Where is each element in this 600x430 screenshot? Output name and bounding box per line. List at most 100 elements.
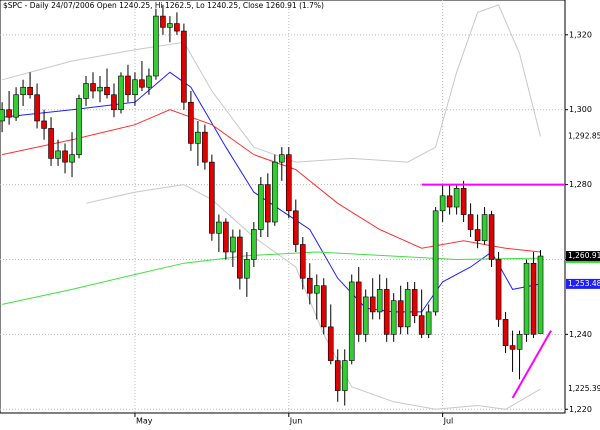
candle-body — [467, 214, 474, 230]
candle-body — [202, 131, 208, 163]
candle-body — [160, 15, 166, 28]
annotation-line — [511, 330, 552, 399]
candle-body — [516, 334, 523, 350]
candle-body — [453, 188, 460, 208]
candle-body — [362, 296, 369, 335]
candle-body — [20, 86, 26, 96]
candle-body — [460, 188, 467, 215]
candle-body — [125, 75, 131, 96]
candle-body — [27, 86, 33, 96]
candle-body — [223, 221, 229, 253]
y-tick-label: 1,240 — [569, 330, 592, 339]
candle-body — [0, 109, 5, 122]
candle-body — [272, 161, 278, 223]
candle-body — [13, 94, 19, 118]
candle-body — [216, 221, 222, 234]
candle-body — [90, 83, 96, 92]
indicator-line — [1, 109, 541, 253]
candle-body — [132, 79, 138, 96]
value-tag-label: 1,292.85 — [568, 131, 600, 140]
candle-body — [230, 236, 236, 253]
candle-body — [404, 289, 411, 328]
candle-body — [327, 326, 334, 361]
candle-body — [146, 75, 152, 88]
candle-body — [376, 289, 383, 313]
value-tag-label: 1,253.48 — [568, 279, 600, 288]
y-tick-label: 1,300 — [569, 105, 592, 114]
candle-body — [69, 154, 75, 163]
candle-body — [299, 244, 306, 279]
candle-body — [97, 86, 103, 92]
candle-body — [251, 229, 257, 260]
candle-body — [244, 259, 250, 279]
x-tick-label: May — [136, 417, 153, 426]
candle-body — [502, 319, 509, 346]
candle-body — [6, 109, 12, 118]
candle-body — [474, 229, 481, 242]
x-tick-label: Jun — [289, 417, 303, 426]
candle-body — [530, 262, 537, 335]
candle-body — [34, 94, 40, 122]
candle-body — [111, 94, 117, 111]
candle-body — [265, 184, 271, 223]
value-tag — [566, 384, 600, 395]
candle-body — [425, 311, 432, 335]
candle-body — [104, 86, 110, 96]
indicator-line — [85, 184, 541, 410]
candle-body — [292, 210, 299, 245]
candle-body — [48, 128, 54, 159]
candle-body — [495, 259, 502, 320]
candle-body — [341, 360, 348, 391]
candle-body — [383, 289, 390, 335]
x-tick-label: Jul — [443, 417, 454, 426]
candle-body — [153, 15, 159, 77]
candle-body — [481, 214, 488, 242]
candle-body — [195, 131, 201, 144]
candle-body — [181, 30, 187, 103]
candle-body — [432, 210, 439, 313]
candle-body — [418, 315, 425, 335]
candle-body — [118, 75, 124, 111]
y-tick-label: 1,320 — [569, 30, 592, 39]
candle-body — [174, 23, 180, 32]
candle-body — [306, 277, 313, 294]
candle-body — [446, 195, 453, 208]
candle-body — [355, 281, 362, 335]
value-tag-label: 1,225.39 — [568, 384, 600, 393]
candle-body — [523, 262, 530, 335]
indicator-line — [1, 4, 541, 163]
candle-body — [348, 281, 355, 361]
candle-body — [139, 79, 145, 88]
candle-body — [62, 150, 68, 163]
candle-body — [279, 154, 285, 163]
candle-body — [41, 120, 47, 129]
candle-body — [369, 296, 376, 313]
value-tag — [566, 131, 600, 142]
candle-body — [488, 214, 495, 260]
chart-title: $SPC - Daily 24/07/2006 Open 1240.25, Hi… — [3, 1, 324, 10]
value-tag — [566, 278, 600, 289]
candle-body — [537, 255, 544, 334]
candle-body — [390, 300, 397, 335]
y-tick-label: 1,280 — [569, 180, 592, 189]
candle-body — [188, 101, 194, 144]
value-tag-label: 1,260.91 — [568, 251, 600, 260]
candle-body — [320, 285, 327, 328]
indicator-line — [2, 71, 541, 313]
candle-body — [509, 345, 516, 350]
candle-body — [209, 161, 215, 234]
candle-body — [397, 300, 404, 328]
value-tag — [566, 251, 600, 262]
candle-body — [83, 83, 89, 99]
candle-body — [313, 285, 320, 294]
candle-body — [439, 195, 446, 212]
candle-body — [237, 236, 243, 279]
candle-body — [76, 98, 82, 155]
candle-body — [55, 150, 61, 159]
y-tick-label: 1,220 — [569, 405, 592, 414]
candle-body — [285, 154, 292, 212]
candle-body — [167, 23, 173, 28]
candle-body — [411, 289, 418, 316]
